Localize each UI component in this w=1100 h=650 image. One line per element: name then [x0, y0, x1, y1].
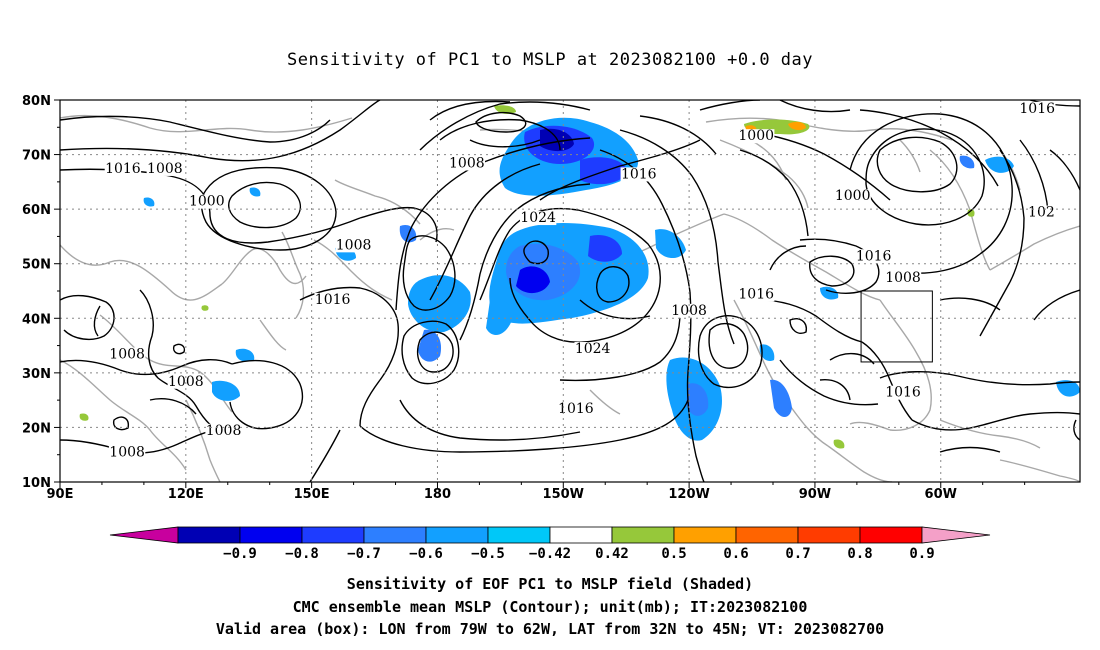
- contour-labels: 1016 1008 1000 1008 1016 1008 1008 1008 1008 1008…: [104, 101, 1056, 461]
- lon-tick-label: 60W: [925, 487, 957, 502]
- lon-tick-label: 120W: [668, 487, 709, 502]
- contour-label: 1024: [575, 341, 611, 357]
- contour-label: 1008: [336, 237, 372, 253]
- colorbar-box: [673, 526, 737, 544]
- colorbar-box: [239, 526, 303, 544]
- contour-label: 1016: [856, 248, 892, 264]
- colorbar-label: 0.5: [661, 546, 686, 562]
- contour-label: 1016: [315, 292, 351, 308]
- colorbar-label: 0.9: [909, 546, 934, 562]
- contour-label: 1016: [621, 166, 657, 182]
- contour-label: 1016: [738, 286, 774, 302]
- colorbar-label: −0.42: [529, 546, 571, 562]
- colorbar-label: −0.9: [223, 546, 257, 562]
- colorbar-box: [301, 526, 365, 544]
- lon-tick-label: 150E: [294, 487, 330, 502]
- colorbar-box: [797, 526, 861, 544]
- contour-label: 1000: [835, 188, 871, 204]
- colorbar-box: [363, 526, 427, 544]
- colorbar-box: [549, 526, 613, 544]
- lon-tick-label: 90E: [47, 487, 74, 502]
- contour-label: 1000: [738, 128, 774, 144]
- footnote-valid-area: Valid area (box): LON from 79W to 62W, L…: [215, 620, 885, 638]
- lat-tick-label: 20N: [22, 421, 51, 436]
- lat-tick-label: 60N: [22, 203, 51, 218]
- colorbar-box: [425, 526, 489, 544]
- footnote-shading: Sensitivity of EOF PC1 to MSLP field (Sh…: [346, 575, 754, 593]
- valid-area-box: [860, 290, 933, 363]
- colorbar-box: [611, 526, 675, 544]
- contour-label: 1008: [168, 374, 204, 390]
- colorbar-label: −0.6: [409, 546, 443, 562]
- colorbar-label: 0.42: [595, 546, 629, 562]
- contour-label: 1024: [520, 210, 556, 226]
- chart-title: Sensitivity of PC1 to MSLP at 2023082100…: [286, 50, 813, 70]
- lat-tick-label: 80N: [22, 94, 51, 109]
- colorbar-label: 0.7: [785, 546, 810, 562]
- grid-lines: [60, 100, 1080, 482]
- colorbar-high-triangle: [921, 526, 991, 544]
- contour-label: 1008: [885, 270, 921, 286]
- colorbar-low-triangle: [109, 526, 179, 544]
- contour-label: 1008: [147, 161, 183, 177]
- contour-label: 1008: [109, 346, 145, 362]
- lon-tick-label: 90W: [799, 487, 831, 502]
- contour-label: 1008: [449, 155, 485, 171]
- colorbar-box: [177, 526, 241, 544]
- colorbar-label: −0.5: [471, 546, 505, 562]
- colorbar-label: −0.8: [285, 546, 319, 562]
- contour-label: 1000: [189, 194, 225, 210]
- contour-label: 1008: [109, 445, 145, 461]
- lon-tick-label: 150W: [543, 487, 584, 502]
- contour-label: 1016: [885, 385, 921, 401]
- lat-tick-label: 30N: [22, 367, 51, 382]
- lon-tick-label: 180: [424, 487, 451, 502]
- contour-label: 102: [1028, 205, 1055, 221]
- contour-label: 1016: [105, 161, 141, 177]
- lat-tick-label: 10N: [22, 476, 51, 491]
- contour-label: 1016: [558, 401, 594, 417]
- mslp-contours: [60, 100, 1080, 482]
- colorbar-label: 0.6: [723, 546, 748, 562]
- colorbar-box: [735, 526, 799, 544]
- colorbar-label: −0.7: [347, 546, 381, 562]
- colorbar-label: 0.8: [847, 546, 872, 562]
- lat-tick-label: 70N: [22, 149, 51, 164]
- contour-label: 1016: [1019, 101, 1055, 117]
- contour-label: 1008: [206, 423, 242, 439]
- colorbar-box: [859, 526, 923, 544]
- colorbar-box: [487, 526, 551, 544]
- lat-tick-label: 50N: [22, 258, 51, 273]
- lon-tick-label: 120E: [168, 487, 204, 502]
- footnotes: Sensitivity of EOF PC1 to MSLP field (Sh…: [0, 573, 1100, 641]
- lat-tick-label: 40N: [22, 312, 51, 327]
- footnote-contour: CMC ensemble mean MSLP (Contour); unit(m…: [292, 597, 808, 616]
- colorbar: −0.9 −0.8 −0.7 −0.6 −0.5 −0.42 0.42 0.5 0.6 0.7 0.…: [109, 526, 991, 562]
